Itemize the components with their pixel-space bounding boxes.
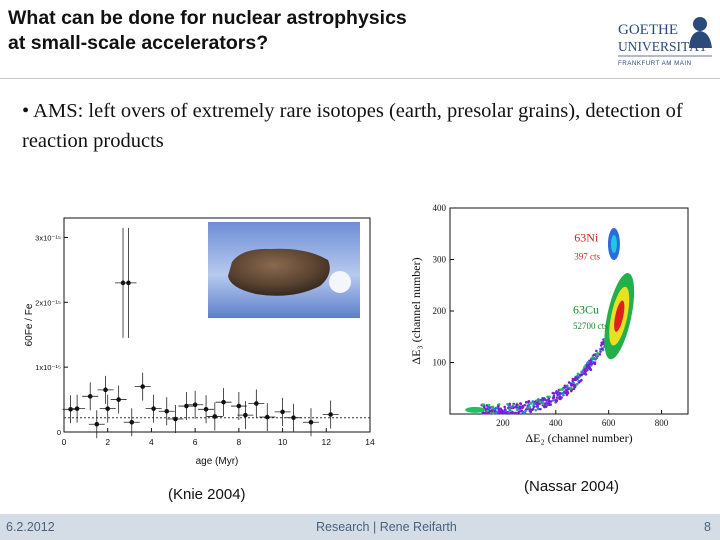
x-tick-label: 12	[322, 437, 332, 447]
title-line-1: What can be done for nuclear astrophysic…	[8, 7, 407, 29]
data-point	[87, 394, 93, 399]
data-point	[221, 399, 226, 405]
annotation-cu63: 63Cu	[573, 303, 599, 317]
logo-line-2: UNIVERSITÄT	[618, 39, 708, 54]
x-tick-label: 4	[149, 437, 154, 447]
low-energy-cluster	[465, 406, 486, 413]
data-point	[68, 407, 73, 412]
data-point	[151, 406, 156, 411]
caption-knie: (Knie 2004)	[168, 486, 246, 503]
annotation-ni63-counts: 397 cts	[574, 252, 600, 262]
y-tick-label: 3x10⁻¹⁵	[35, 233, 61, 242]
data-point	[74, 406, 80, 411]
data-point	[212, 414, 218, 419]
y-tick-label: 0	[57, 428, 61, 437]
data-point	[140, 384, 145, 389]
x-axis-label: ΔE₂ (channel number)	[525, 431, 632, 445]
data-point	[203, 407, 209, 412]
goethe-portrait-icon	[689, 17, 712, 48]
y-tick-label: 200	[433, 306, 447, 316]
x-tick-label: 8	[236, 437, 241, 447]
goethe-university-logo: GOETHE UNIVERSITÄT FRANKFURT AM MAIN	[618, 17, 712, 67]
header-divider	[0, 78, 720, 79]
data-point	[254, 401, 259, 406]
data-point	[164, 408, 170, 414]
x-tick-label: 400	[549, 418, 563, 428]
data-point	[192, 402, 198, 408]
x-tick-label: 200	[496, 418, 510, 428]
fe60-age-chart: 0 2 4 6 8 10 12 14 0 1x10⁻¹⁵ 2x10⁻¹⁵ 3x10⁻¹⁵ age (My…	[24, 217, 375, 467]
data-point	[264, 414, 270, 420]
annotation-ni63: 63Ni	[574, 230, 599, 244]
y-tick-label: 100	[433, 358, 447, 368]
page-title: What can be done for nuclear astrophysic…	[8, 6, 568, 56]
footer-date: 6.2.2012	[6, 520, 55, 534]
data-point	[116, 397, 121, 402]
logo-line-1: GOETHE	[618, 22, 678, 38]
annotation-cu63-counts: 52700 cts	[573, 321, 608, 331]
data-point	[328, 412, 333, 417]
x-tick-label: 14	[365, 437, 375, 447]
x-tick-label: 800	[655, 418, 669, 428]
data-point	[105, 406, 111, 411]
y-axis-label: ΔE₃ (channel number)	[409, 257, 423, 364]
y-tick-label: 300	[433, 255, 447, 265]
plot-frame	[63, 217, 371, 433]
footer-bar: 6.2.2012 Research | Rene Reifarth 8	[0, 514, 720, 540]
x-tick-label: 6	[193, 437, 198, 447]
cu63-peak-core	[614, 300, 625, 332]
data-point	[280, 409, 285, 415]
y-tick-label: 400	[433, 203, 447, 213]
meteorite-photo	[208, 222, 360, 318]
data-point	[243, 412, 248, 418]
title-line-2: at small-scale accelerators?	[8, 32, 269, 54]
data-point	[103, 387, 108, 393]
y-tick-label: 1x10⁻¹⁵	[35, 363, 61, 372]
x-axis-label: age (Myr)	[196, 456, 239, 467]
logo-line-3: FRANKFURT AM MAIN	[618, 60, 692, 67]
y-axis-label: 60Fe / Fe	[24, 303, 35, 346]
page-number: 8	[704, 520, 711, 534]
caption-nassar: (Nassar 2004)	[524, 478, 620, 495]
bullet-item: • AMS: left overs of extremely rare isot…	[22, 100, 683, 152]
footer-presenter: Research | Rene Reifarth	[316, 520, 457, 534]
data-point	[308, 419, 314, 425]
x-tick-label: 2	[105, 437, 110, 447]
data-point	[236, 403, 242, 409]
data-point	[94, 421, 100, 427]
data-point	[173, 416, 178, 422]
x-tick-label: 0	[62, 437, 67, 447]
y-tick-label: 2x10⁻¹⁵	[35, 298, 61, 307]
slide-header: What can be done for nuclear astrophysic…	[0, 0, 720, 78]
data-point	[126, 280, 131, 286]
x-tick-label: 10	[278, 437, 288, 447]
data-point	[291, 415, 296, 421]
delta-e-histogram: 200 400 600 800 100 200 300 400 ΔE₂ (channel num…	[409, 203, 689, 445]
plot-frame	[449, 207, 689, 415]
data-point	[129, 419, 135, 425]
ni63-cluster-core	[610, 235, 617, 254]
x-tick-label: 600	[602, 418, 616, 428]
